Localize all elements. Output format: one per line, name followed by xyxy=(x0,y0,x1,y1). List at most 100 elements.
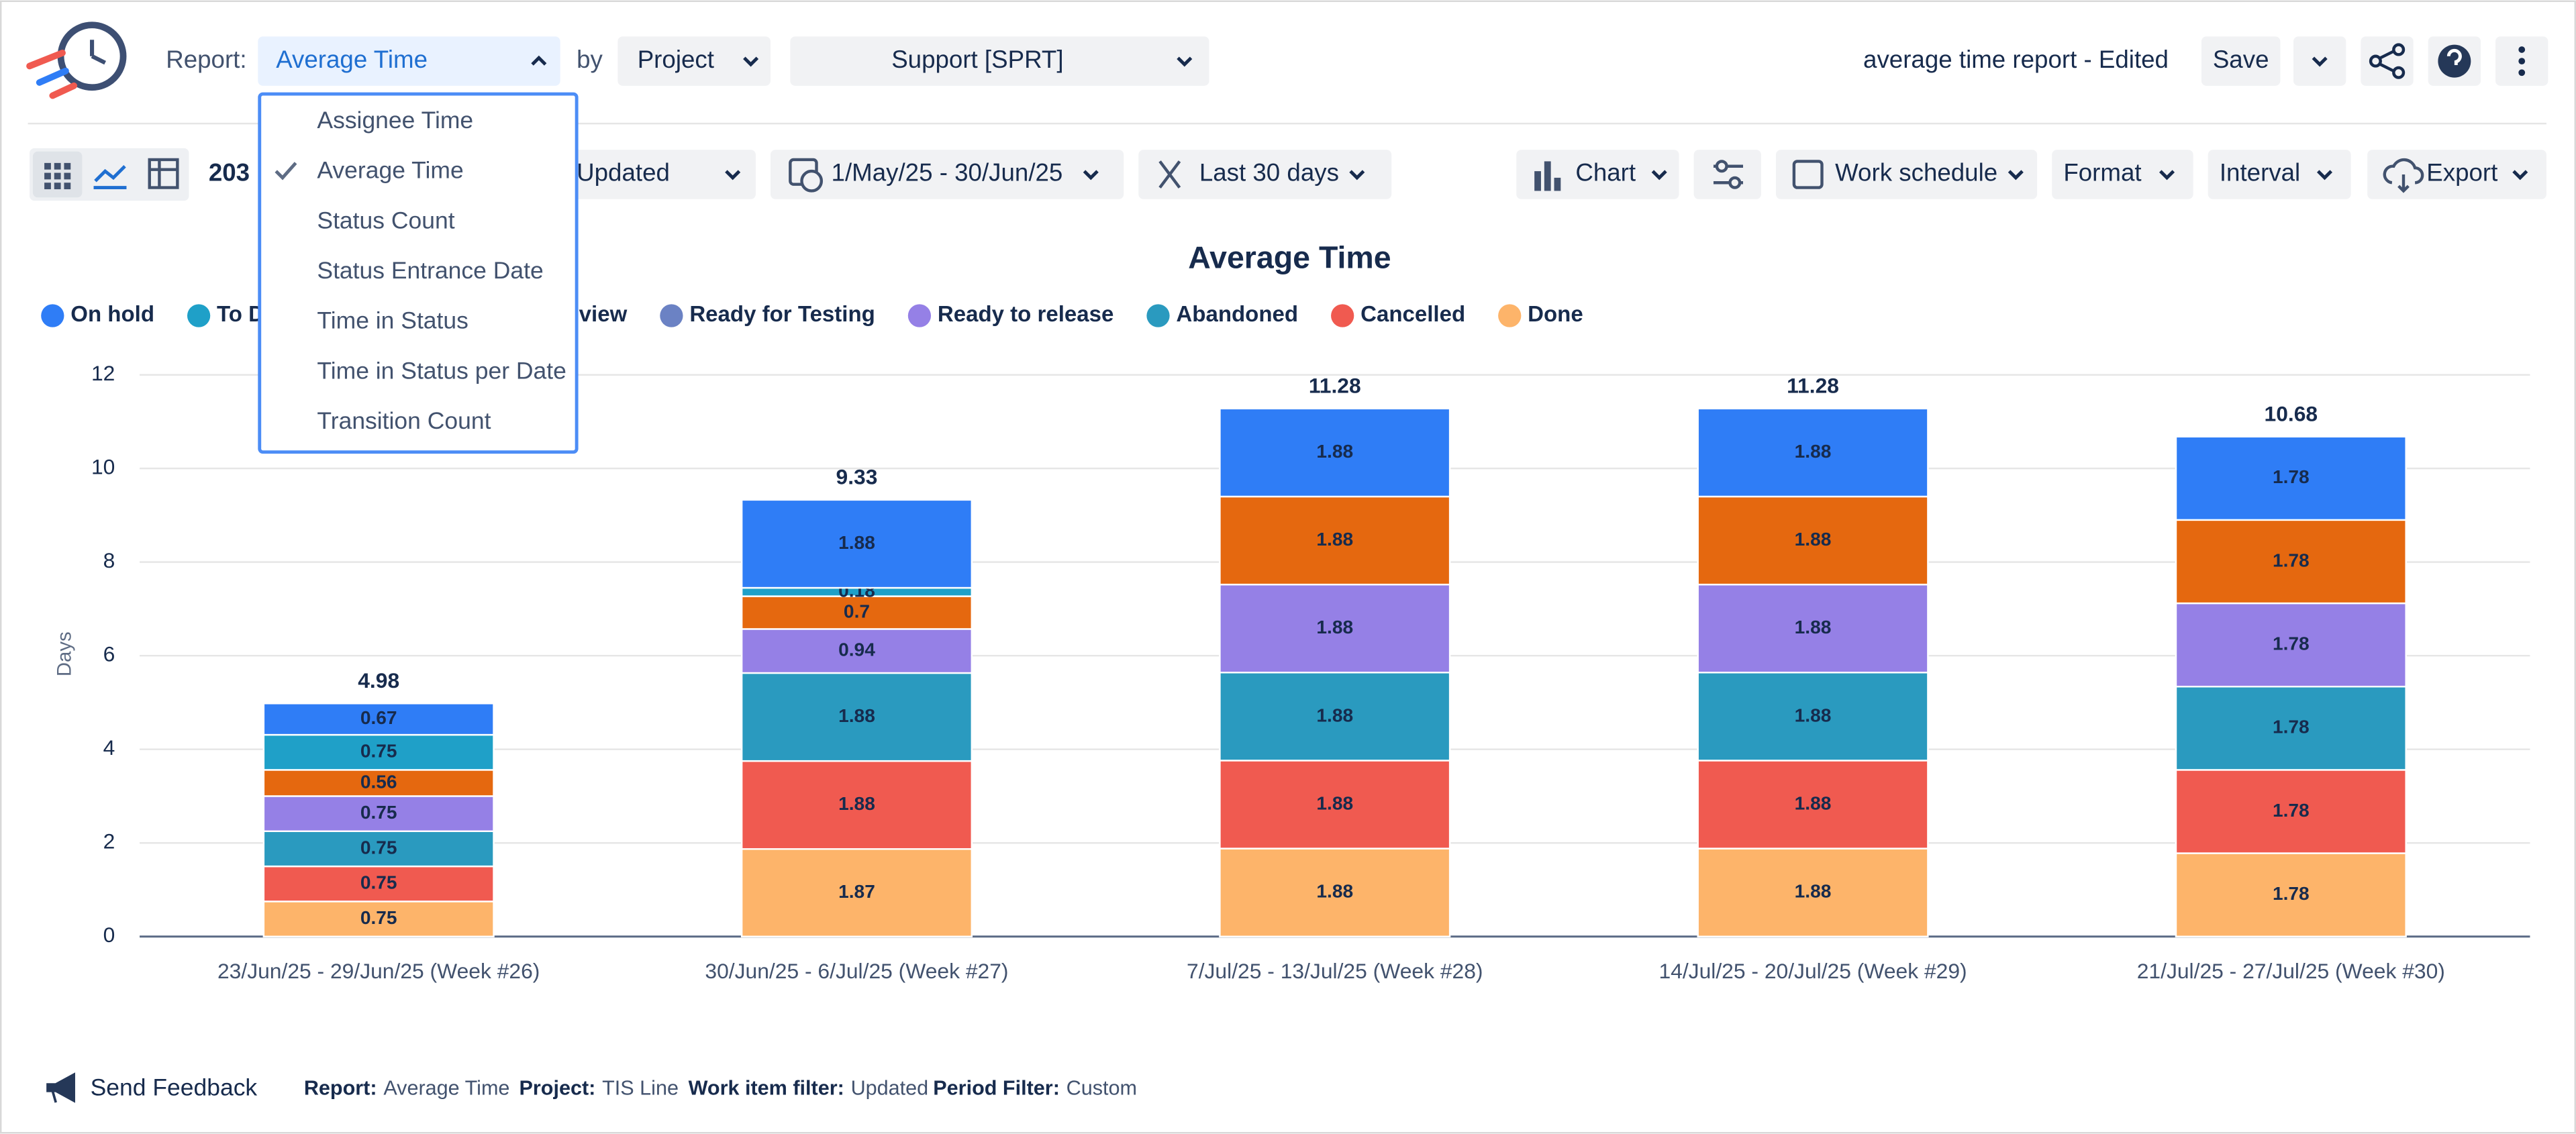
chevron xyxy=(2512,170,2528,181)
bar-value-label: 1.78 xyxy=(2273,466,2310,487)
bar-value-label: 0.75 xyxy=(360,802,397,823)
work-schedule-select[interactable] xyxy=(1775,150,2038,199)
legend-marker[interactable] xyxy=(1498,304,1522,327)
bar-value-label: 1.87 xyxy=(838,881,875,902)
megaphone-icon[interactable] xyxy=(46,1072,75,1103)
project-value: Support [SPRT] xyxy=(891,46,1063,73)
legend-marker[interactable] xyxy=(187,304,211,327)
help-icon xyxy=(2446,48,2462,65)
bar-value-label: 1.88 xyxy=(1795,529,1832,550)
legend-label[interactable]: Cancelled xyxy=(1360,302,1465,327)
legend-label[interactable]: Abandoned xyxy=(1176,302,1298,327)
report-select[interactable] xyxy=(258,36,560,86)
bar-value-label: 1.78 xyxy=(2273,633,2310,654)
chevron xyxy=(2159,170,2175,181)
bar-segment xyxy=(2175,602,2407,688)
project-select[interactable] xyxy=(790,36,1209,86)
feedback-link[interactable]: Send Feedback xyxy=(91,1074,258,1101)
interval-select[interactable] xyxy=(2208,150,2351,199)
bar-value-label: 0.67 xyxy=(360,707,397,728)
bar-total-label: 11.28 xyxy=(1309,373,1361,397)
bar-segment xyxy=(740,595,973,630)
grid-icon xyxy=(64,172,71,180)
bar-total-label: 4.98 xyxy=(358,668,399,692)
filter-value: Updated xyxy=(851,1076,929,1099)
legend-marker[interactable] xyxy=(1331,304,1354,327)
share-icon xyxy=(2392,66,2406,79)
bar-segment xyxy=(1219,847,1451,937)
date-range-select[interactable] xyxy=(770,150,1124,199)
share-button[interactable] xyxy=(2361,36,2414,86)
menu-item[interactable]: Time in Status xyxy=(317,307,468,334)
save-label: Save xyxy=(2213,46,2269,73)
menu-item[interactable]: Transition Count xyxy=(317,407,491,434)
more-icon xyxy=(2518,46,2526,53)
y-tick-label: 12 xyxy=(91,361,115,385)
y-tick-label: 4 xyxy=(103,735,115,760)
period-select[interactable] xyxy=(1138,150,1392,199)
cloud-icon xyxy=(2383,158,2424,193)
bar-segment xyxy=(740,848,973,937)
share-icon xyxy=(2392,43,2406,56)
report-name: average time report - Edited xyxy=(1863,46,2169,73)
menu-item[interactable]: Average Time xyxy=(317,157,463,184)
legend-label[interactable]: Ready to release xyxy=(938,302,1114,327)
menu-item[interactable]: Assignee Time xyxy=(317,107,473,134)
bar-segment xyxy=(262,830,495,868)
bar-segment xyxy=(2175,685,2407,771)
logo xyxy=(26,21,127,99)
by-label: by xyxy=(577,46,603,73)
legend-label[interactable]: Done xyxy=(1528,302,1583,327)
group-select[interactable] xyxy=(617,36,771,86)
y-tick-label: 6 xyxy=(103,642,115,666)
format: Format xyxy=(2063,159,2141,187)
save-button[interactable] xyxy=(2201,36,2281,86)
save-menu[interactable] xyxy=(2293,36,2346,86)
bar-value-label: 1.88 xyxy=(1795,441,1832,462)
y-tick-label: 2 xyxy=(103,829,115,854)
bar-segment xyxy=(1697,407,1929,498)
bar-segment xyxy=(262,865,495,903)
legend-marker[interactable] xyxy=(41,304,64,327)
menu-item[interactable]: Time in Status per Date xyxy=(317,357,566,384)
grid-icon xyxy=(54,183,61,190)
filter-value: Custom xyxy=(1067,1076,1137,1099)
menu-item[interactable]: Status Entrance Date xyxy=(317,257,543,284)
x-tick-label: 30/Jun/25 - 6/Jul/25 (Week #27) xyxy=(705,959,1008,983)
bar-value-label: 1.88 xyxy=(838,532,875,553)
chevron xyxy=(2008,170,2024,181)
group-value: Project xyxy=(638,46,714,73)
chart-type: Chart xyxy=(1575,159,1636,187)
settings-icon xyxy=(1728,176,1742,189)
chevron xyxy=(531,55,547,66)
bar-value-label: 1.88 xyxy=(1316,881,1353,902)
settings-button[interactable] xyxy=(1693,150,1761,199)
legend-label[interactable]: On hold xyxy=(70,302,154,327)
legend-marker[interactable] xyxy=(907,304,932,327)
work-schedule: Work schedule xyxy=(1835,159,1997,187)
bar-segment xyxy=(262,795,495,832)
bar-value-label: 1.88 xyxy=(1795,617,1832,637)
bar-value-label: 0.75 xyxy=(360,741,397,762)
x-tick-label: 21/Jul/25 - 27/Jul/25 (Week #30) xyxy=(2137,959,2445,983)
check-icon xyxy=(275,162,297,181)
bar-icon xyxy=(1554,177,1561,191)
bar-segment xyxy=(1219,672,1451,762)
filter-value: TIS Line xyxy=(602,1076,679,1099)
chevron xyxy=(1083,170,1099,181)
bar-value-label: 1.88 xyxy=(1316,529,1353,550)
bar-value-label: 1.78 xyxy=(2273,883,2310,904)
share-icon xyxy=(2379,50,2395,72)
menu-item[interactable]: Status Count xyxy=(317,207,454,234)
bar-value-label: 1.88 xyxy=(1795,881,1832,902)
bar-segment xyxy=(262,900,495,937)
export: Export xyxy=(2426,159,2497,187)
bar-value-label: 1.88 xyxy=(1316,705,1353,725)
legend-label[interactable]: Ready for Testing xyxy=(689,302,875,327)
bar-value-label: 1.88 xyxy=(1795,792,1832,813)
format-select[interactable] xyxy=(2052,150,2193,199)
legend-marker[interactable] xyxy=(660,304,683,327)
bar-total-label: 9.33 xyxy=(836,464,878,488)
legend-marker[interactable] xyxy=(1146,304,1170,327)
chart-icon xyxy=(93,165,127,190)
